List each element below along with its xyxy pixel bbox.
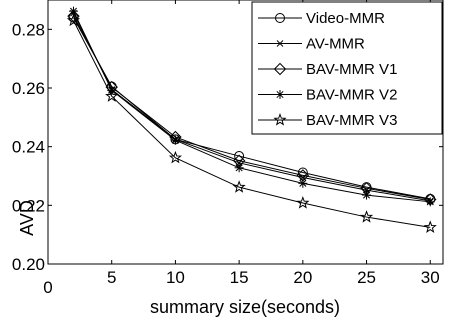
x-marker-stroke bbox=[276, 40, 284, 47]
series-line bbox=[73, 20, 431, 228]
asterisk-marker-stroke bbox=[426, 198, 434, 206]
series-bav-mmr-v3 bbox=[66, 13, 437, 233]
tick-labels: 0 5 10 15 20 25 30 0.20 0.22 0.24 0.26 0.28 bbox=[12, 20, 440, 297]
data-point bbox=[105, 89, 119, 102]
data-point bbox=[298, 178, 308, 188]
legend-marker bbox=[276, 40, 284, 47]
legend-label: BAV-MMR V1 bbox=[306, 61, 397, 78]
y-tick-label: 0.22 bbox=[12, 196, 45, 215]
legend-marker bbox=[273, 113, 287, 126]
series-lines bbox=[66, 6, 437, 233]
x-tick-label: 30 bbox=[421, 268, 440, 287]
x-tick-label: 10 bbox=[166, 268, 185, 287]
asterisk-marker-stroke bbox=[171, 136, 179, 144]
asterisk-marker-stroke bbox=[363, 191, 371, 199]
legend-entry: BAV-MMR V2 bbox=[258, 87, 397, 104]
data-point bbox=[423, 220, 437, 233]
x-tick-label: 25 bbox=[357, 268, 376, 287]
data-point bbox=[362, 190, 372, 200]
y-axis-label: AVD bbox=[17, 200, 37, 236]
asterisk-marker-stroke bbox=[276, 90, 284, 99]
legend-marker bbox=[275, 13, 285, 23]
legend: Video-MMR AV-MMR BAV-MMR V1 BAV-MMR V2 BAV-M… bbox=[251, 1, 443, 135]
data-point bbox=[66, 13, 81, 27]
asterisk-marker-stroke bbox=[69, 7, 78, 15]
y-tick-label: 0.26 bbox=[12, 79, 45, 98]
asterisk-marker-stroke bbox=[299, 179, 307, 187]
legend-entry: BAV-MMR V3 bbox=[258, 112, 397, 129]
x-axis-label: summary size(seconds) bbox=[150, 297, 340, 317]
y-tick-label: 0.28 bbox=[12, 20, 45, 39]
data-point bbox=[232, 180, 246, 193]
legend-marker bbox=[273, 62, 287, 76]
legend-label: AV-MMR bbox=[306, 36, 365, 53]
x-tick-label: 15 bbox=[230, 268, 249, 287]
x-tick-label: 5 bbox=[107, 268, 116, 287]
y-tick-label: 0.24 bbox=[12, 138, 45, 157]
legend-label: BAV-MMR V2 bbox=[306, 87, 397, 104]
legend-entry: AV-MMR bbox=[258, 36, 365, 53]
legend-entry: Video-MMR bbox=[258, 10, 385, 27]
x-tick-label: 0 bbox=[43, 278, 52, 297]
asterisk-marker-stroke bbox=[235, 164, 243, 172]
data-point bbox=[170, 135, 180, 145]
x-tick-label: 20 bbox=[293, 268, 312, 287]
data-point bbox=[168, 150, 183, 164]
legend-label: BAV-MMR V3 bbox=[306, 112, 397, 129]
y-tick-label: 0.20 bbox=[12, 255, 45, 274]
data-point bbox=[359, 210, 374, 223]
legend-marker bbox=[275, 90, 285, 99]
data-point bbox=[296, 196, 310, 209]
data-point bbox=[425, 197, 435, 207]
legend-label: Video-MMR bbox=[306, 10, 385, 27]
plot-frame bbox=[47, 0, 444, 265]
data-point bbox=[68, 6, 78, 16]
legend-entry: BAV-MMR V1 bbox=[258, 61, 397, 78]
legend-box bbox=[251, 1, 443, 135]
data-point bbox=[234, 163, 244, 173]
